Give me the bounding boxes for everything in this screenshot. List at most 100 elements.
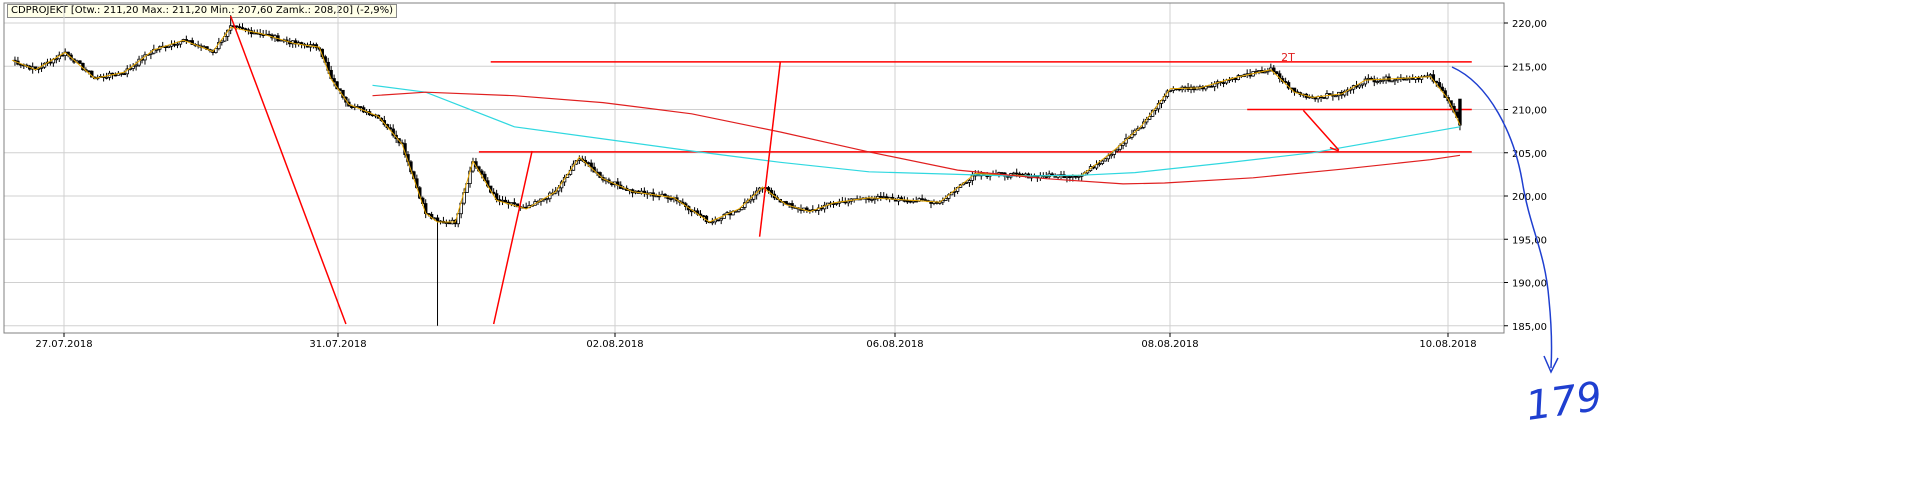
candle-body xyxy=(545,198,549,201)
y-axis: 185,00 190,00 195,00 200,00 205,00 210,00 215,… xyxy=(1504,19,1547,333)
candle-body xyxy=(908,200,913,203)
candle-body xyxy=(1115,148,1119,152)
candle-body xyxy=(749,198,753,202)
moving-average-cyan xyxy=(372,84,1461,177)
candle-body xyxy=(175,43,180,46)
candle-body xyxy=(122,73,126,76)
candle-body xyxy=(1097,163,1102,166)
candle-body xyxy=(1015,172,1019,175)
candle-body xyxy=(1428,74,1433,77)
trend-line xyxy=(492,150,533,325)
candle-body xyxy=(1000,172,1004,174)
candle-body xyxy=(1177,88,1181,91)
candle-body xyxy=(1257,70,1261,73)
candle-body xyxy=(1077,175,1081,178)
candle-body xyxy=(701,215,706,218)
candle-body xyxy=(1390,80,1394,83)
candle-body xyxy=(480,170,484,175)
candle-body xyxy=(879,196,883,198)
candle-body xyxy=(87,70,91,73)
candle-body xyxy=(1458,98,1462,126)
candle-body xyxy=(1393,79,1397,82)
candle-body xyxy=(952,190,957,193)
candle-body xyxy=(1272,67,1276,73)
candle-body xyxy=(60,54,64,57)
candle-body xyxy=(654,195,658,198)
candle-body xyxy=(1322,97,1326,99)
candle-body xyxy=(1068,176,1072,179)
candle-body xyxy=(465,183,469,193)
candle-body xyxy=(332,78,336,83)
candle-body xyxy=(240,27,245,30)
candle-body xyxy=(790,203,794,208)
candle-body xyxy=(509,202,514,205)
candle-body xyxy=(503,199,508,203)
trend-line xyxy=(229,15,347,325)
candle-body xyxy=(911,200,915,203)
candle-body xyxy=(1233,77,1238,80)
trend-line xyxy=(1302,109,1340,151)
candle-body xyxy=(589,162,593,168)
x-axis: 27.07.2018 31.07.2018 02.08.2018 06.08.2018… xyxy=(35,333,1477,350)
handwritten-projection-curve xyxy=(1451,66,1553,369)
candle-body xyxy=(1210,85,1214,88)
candle-body xyxy=(562,177,567,183)
candle-body xyxy=(1375,81,1379,83)
candle-body xyxy=(867,198,871,201)
candle-body xyxy=(1207,85,1211,88)
candle-body xyxy=(1017,173,1022,176)
candle-body xyxy=(1263,71,1267,74)
support-resistance-lines xyxy=(478,61,1472,153)
candle-body xyxy=(1378,80,1382,83)
candle-body xyxy=(134,64,138,67)
candle-body xyxy=(734,210,738,213)
candle-body xyxy=(1360,83,1365,86)
trend-lines xyxy=(229,15,1340,325)
candle-body xyxy=(882,196,886,199)
candle-body xyxy=(299,42,304,45)
candle-body xyxy=(1334,95,1338,98)
handwritten-target-label: 179 xyxy=(1523,374,1605,430)
candle-body xyxy=(1366,77,1371,80)
candle-body xyxy=(1363,78,1368,85)
candle-body xyxy=(586,162,590,165)
candle-body xyxy=(905,200,910,203)
candle-body xyxy=(267,33,271,36)
candle-body xyxy=(964,182,969,184)
candle-body xyxy=(870,199,874,201)
candle-body xyxy=(435,217,440,222)
candle-body xyxy=(1012,172,1016,175)
moving-average-red xyxy=(372,91,1461,185)
candle-body xyxy=(846,200,850,204)
y-tick-label: 215,00 xyxy=(1512,62,1547,73)
candle-body xyxy=(54,58,59,61)
candle-body xyxy=(223,35,227,42)
y-tick-label: 195,00 xyxy=(1512,235,1547,246)
x-tick-label: 02.08.2018 xyxy=(586,339,643,350)
candle-body xyxy=(805,207,809,211)
candle-body xyxy=(834,202,839,205)
candle-body xyxy=(669,198,673,201)
candle-body xyxy=(923,199,927,202)
candle-body xyxy=(48,61,53,64)
candle-body xyxy=(1106,155,1111,160)
candle-body xyxy=(920,198,924,201)
x-tick-label: 27.07.2018 xyxy=(35,339,92,350)
candle-body xyxy=(1147,116,1152,120)
candle-body xyxy=(104,76,109,79)
candle-body xyxy=(1023,173,1028,176)
candle-body xyxy=(39,66,44,69)
candle-body xyxy=(899,197,904,201)
y-tick-label: 210,00 xyxy=(1512,106,1547,117)
candle-body xyxy=(131,65,135,69)
candle-body xyxy=(1103,158,1108,162)
candle-body xyxy=(166,45,171,48)
candle-body xyxy=(944,198,948,201)
candle-body xyxy=(1221,82,1226,84)
candle-body xyxy=(237,26,242,29)
candle-body xyxy=(1313,97,1317,100)
candle-body xyxy=(1065,176,1069,179)
candle-body xyxy=(1381,79,1385,82)
candle-body xyxy=(214,48,218,53)
